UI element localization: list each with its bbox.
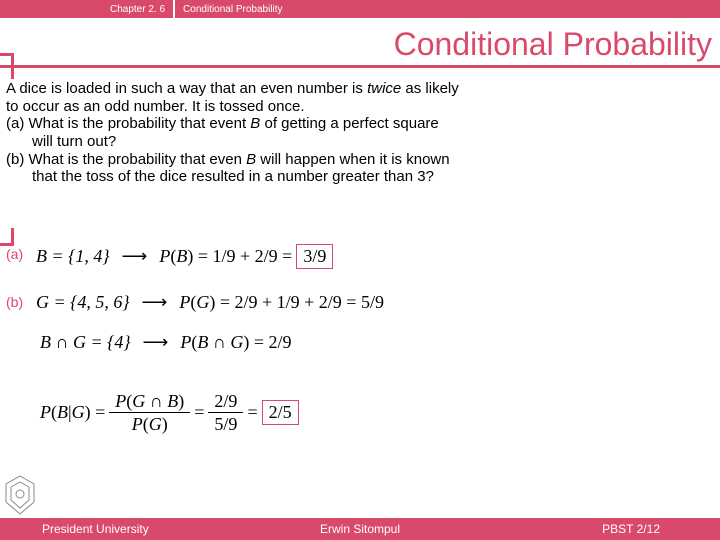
expr-pg: P(G) = 2/9 + 1/9 + 2/9 = 5/9	[179, 292, 384, 313]
var-b: B	[246, 151, 256, 168]
problem-line1: A dice is loaded in such a way that an e…	[6, 80, 710, 98]
decor-tick-top	[0, 53, 14, 79]
answer-b-conditional: P(B|G) = P(G ∩ B) P(G) = 2/9 5/9 = 2/5	[40, 390, 299, 435]
equals: =	[247, 402, 257, 423]
answers-block: (a) B = {1, 4} ⟶ P(B) = 1/9 + 2/9 = 3/9	[6, 244, 333, 283]
text: of getting a perfect square	[260, 115, 438, 132]
problem-line4: will turn out?	[6, 133, 710, 151]
footer-left: President University	[42, 522, 149, 536]
text: as likely	[401, 80, 459, 97]
problem-line3: (a) What is the probability that event B…	[6, 115, 710, 133]
equals: =	[194, 402, 204, 423]
page-title: Conditional Probability	[394, 26, 712, 63]
answer-a: (a) B = {1, 4} ⟶ P(B) = 1/9 + 2/9 = 3/9	[6, 244, 333, 269]
header-bar: Chapter 2. 6 Conditional Probability	[0, 0, 720, 18]
problem-line2: to occur as an odd number. It is tossed …	[6, 98, 710, 116]
footer-bar: President University Erwin Sitompul PBST…	[0, 518, 720, 540]
frac-symbolic: P(G ∩ B) P(G)	[109, 390, 190, 435]
answer-a-math: B = {1, 4} ⟶ P(B) = 1/9 + 2/9 = 3/9	[36, 244, 333, 269]
frac-numeric: 2/9 5/9	[208, 390, 243, 435]
footer-right: PBST 2/12	[602, 522, 660, 536]
problem-line6: that the toss of the dice resulted in a …	[6, 168, 710, 186]
arrow-icon: ⟶	[142, 292, 168, 313]
text: (b) What is the probability that even	[6, 151, 246, 168]
set-bg: B ∩ G = {4}	[40, 332, 131, 353]
expr-pbg: P(B ∩ G) = 2/9	[180, 332, 291, 353]
answer-a-label: (a)	[6, 244, 36, 262]
var-b: B	[250, 115, 260, 132]
problem-text: A dice is loaded in such a way that an e…	[0, 68, 720, 186]
title-bar: Conditional Probability	[0, 18, 720, 68]
set-b: B = {1, 4}	[36, 246, 110, 267]
answer-b: (b) G = {4, 5, 6} ⟶ P(G) = 2/9 + 1/9 + 2…	[6, 292, 384, 327]
text: will happen when it is known	[256, 151, 449, 168]
arrow-icon: ⟶	[143, 332, 169, 353]
university-logo-icon	[2, 474, 38, 516]
answer-b-result: 2/5	[262, 400, 299, 425]
answer-a-result: 3/9	[296, 244, 333, 269]
cond-lhs: P(B|G) =	[40, 402, 105, 423]
header-topic: Conditional Probability	[175, 0, 291, 18]
set-g: G = {4, 5, 6}	[36, 292, 130, 313]
answer-b-line2: B ∩ G = {4} ⟶ P(B ∩ G) = 2/9	[40, 332, 292, 353]
text: (a) What is the probability that event	[6, 115, 250, 132]
answer-b-label: (b)	[6, 292, 36, 310]
arrow-icon: ⟶	[122, 246, 148, 267]
text: A dice is loaded in such a way that an e…	[6, 80, 367, 97]
problem-line5: (b) What is the probability that even B …	[6, 151, 710, 169]
expr-pb: P(B) = 1/9 + 2/9 =	[159, 246, 292, 267]
header-chapter: Chapter 2. 6	[0, 0, 173, 18]
answer-b-line1: G = {4, 5, 6} ⟶ P(G) = 2/9 + 1/9 + 2/9 =…	[36, 292, 384, 313]
emphasis-twice: twice	[367, 80, 401, 97]
